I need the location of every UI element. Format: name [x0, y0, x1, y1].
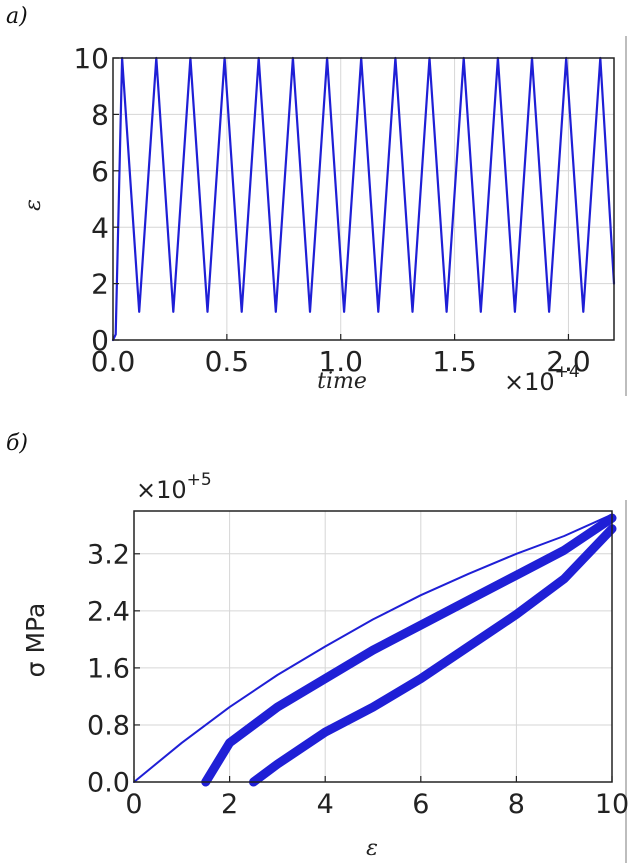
chart-0-y-tick-label-2: 4 [91, 211, 109, 244]
chart-0-x-tick-label-4: 2.0 [546, 345, 591, 378]
chart-0-y-tick-label-1: 2 [91, 268, 109, 301]
chart-0-y-axis-label: ε [21, 199, 46, 211]
y-multiplier-b: ×10+5 [136, 470, 212, 504]
chart-1-y-tick-label-2: 1.6 [87, 654, 130, 685]
chart-0-series-0-line [111, 56, 616, 342]
x-multiplier-a-exp: +4 [554, 362, 580, 382]
y-multiplier-b-exp: +5 [186, 470, 212, 490]
chart-0-x-tick-label-3: 1.5 [432, 345, 477, 378]
chart-1-x-tick-label-5: 10 [595, 789, 629, 820]
chart-1-x-tick-label-3: 6 [412, 789, 429, 820]
x-multiplier-a-base: ×10 [504, 368, 555, 396]
panel-a-label: а) [6, 4, 28, 29]
chart-1-x-tick-label-1: 2 [221, 789, 238, 820]
y-multiplier-b-base: ×10 [136, 476, 187, 504]
chart-1-y-tick-label-1: 0.8 [87, 711, 130, 742]
chart-1-series-1-line [201, 513, 617, 787]
chart-0-y-tick-label-4: 8 [91, 98, 109, 131]
chart-0-y-tick-label-0: 0 [91, 324, 109, 357]
chart-1-x-tick-label-0: 0 [125, 789, 142, 820]
chart-0-x-tick-label-0: 0.0 [91, 345, 136, 378]
chart-1-series-2-line [249, 524, 617, 787]
panel-b-label: б) [6, 431, 29, 456]
chart-0-frame [112, 57, 615, 341]
chart-1-y-axis-label: σ MPa [21, 603, 50, 678]
chart-0-x-tick-label-1: 0.5 [205, 345, 250, 378]
right-edge-divider-bottom [625, 500, 627, 863]
chart-1-series-0-line [133, 513, 613, 783]
chart-1-y-tick-label-3: 2.4 [87, 597, 130, 628]
chart-1-x-axis-label: ε [366, 836, 378, 861]
chart-0-x-tick-label-2: 1.0 [318, 345, 363, 378]
chart-1-y-tick-label-4: 3.2 [87, 540, 130, 571]
chart-1-frame [133, 510, 613, 783]
chart-1-x-tick-label-2: 4 [317, 789, 334, 820]
chart-0-y-tick-label-3: 6 [91, 155, 109, 188]
right-edge-divider-top [625, 36, 627, 396]
x-multiplier-a: ×10+4 [504, 362, 580, 396]
chart-0-x-axis-label: time [317, 369, 367, 394]
chart-1-y-tick-label-0: 0.0 [87, 768, 130, 799]
chart-0-y-tick-label-5: 10 [73, 42, 109, 75]
chart-1-x-tick-label-4: 8 [508, 789, 525, 820]
